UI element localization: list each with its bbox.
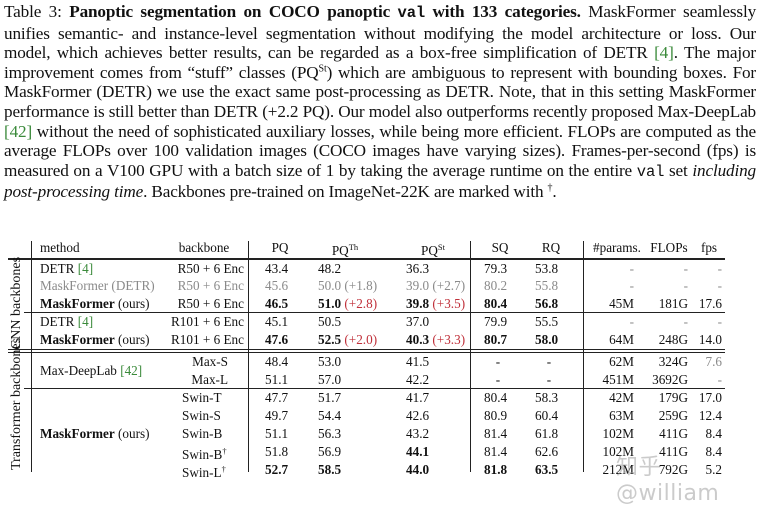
header-rq: RQ [541,240,561,255]
citation-link-4[interactable]: [4] [77,261,94,276]
caption-label: Table 3: [4,2,62,21]
table-caption: Table 3: Panoptic segmentation on COCO p… [4,2,757,202]
results-table: CNN backbones Transformer backbones meth… [8,236,725,480]
method-max-deeplab: Max-DeepLab [42] [40,363,143,378]
header-sq: SQ [491,240,509,255]
citation-link-42[interactable]: [42] [120,363,143,378]
method-maskformer-swin: MaskFormer (ours) [40,426,150,441]
cnn-divider [24,312,725,313]
header-pqst: PQSt [421,242,445,258]
pqst-vline [470,241,471,472]
rq-vline [583,241,584,472]
caption-title: Panoptic segmentation on COCO panoptic v… [69,2,581,22]
header-params: #params. [593,240,641,255]
header-rule [8,258,725,260]
header-pqth: PQTh [331,242,359,258]
citation-link-4[interactable]: [4] [77,314,94,329]
transformer-divider [24,388,725,389]
section-rule-top [8,349,725,350]
header-backbone: backbone [178,240,230,255]
citation-link-42[interactable]: [42] [4,121,33,141]
header-fps: fps [700,240,718,255]
group-vline [31,241,32,472]
backbone-vline [248,241,249,472]
watermark: 知乎 @william [616,455,720,506]
header-pq: PQ [271,240,289,255]
group-label-cnn: CNN backbones [9,256,24,350]
header-method: method [40,240,80,255]
header-flops: FLOPs [650,240,688,255]
citation-link-4[interactable]: [4] [654,43,674,63]
group-label-transformer: Transformer backbones [9,337,24,470]
section-rule-bottom [8,352,725,353]
